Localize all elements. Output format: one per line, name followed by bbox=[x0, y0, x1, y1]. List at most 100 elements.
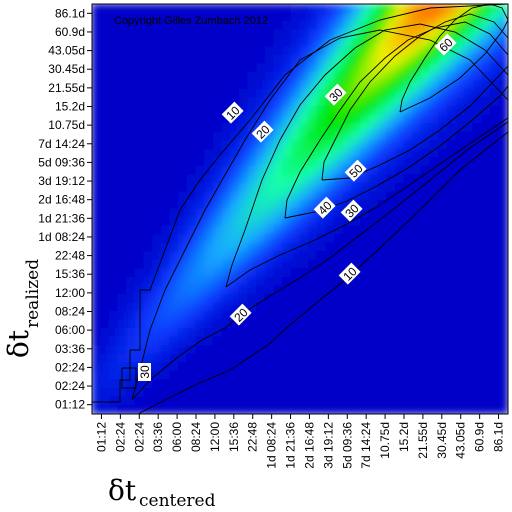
heatmap-cell bbox=[412, 114, 422, 125]
heatmap-cell bbox=[230, 302, 240, 312]
heatmap-cell bbox=[221, 319, 232, 330]
heatmap-cell bbox=[282, 353, 292, 364]
heatmap-cell bbox=[221, 285, 232, 295]
heatmap-cell bbox=[368, 37, 379, 48]
heatmap-cell bbox=[92, 251, 102, 261]
heatmap-cell bbox=[438, 328, 448, 338]
x-tick-label: 1d 21:36 bbox=[284, 422, 298, 469]
heatmap-cell bbox=[299, 114, 310, 125]
heatmap-cell bbox=[420, 311, 431, 321]
heatmap-cell bbox=[386, 336, 396, 347]
heatmap-cell bbox=[290, 71, 301, 82]
heatmap-cell bbox=[169, 370, 180, 381]
heatmap-cell bbox=[169, 396, 180, 406]
heatmap-cell bbox=[178, 46, 188, 56]
heatmap-cell bbox=[403, 319, 414, 330]
heatmap-cell bbox=[394, 46, 405, 56]
heatmap-cell bbox=[377, 20, 388, 31]
heatmap-cell bbox=[438, 106, 448, 116]
heatmap-cell bbox=[195, 370, 206, 381]
heatmap-cell bbox=[230, 285, 240, 295]
heatmap-cell bbox=[143, 12, 154, 22]
heatmap-cell bbox=[273, 157, 284, 167]
heatmap-cell bbox=[438, 251, 448, 261]
heatmap-cell bbox=[290, 20, 301, 31]
heatmap-cell bbox=[403, 311, 414, 321]
heatmap-cell bbox=[472, 328, 483, 338]
heatmap-cell bbox=[126, 396, 136, 406]
heatmap-cell bbox=[230, 396, 240, 406]
heatmap-cell bbox=[368, 123, 379, 133]
heatmap-cell bbox=[143, 4, 154, 14]
heatmap-cell bbox=[100, 259, 110, 270]
heatmap-cell bbox=[299, 259, 310, 270]
heatmap-cell bbox=[186, 396, 197, 406]
heatmap-cell bbox=[386, 259, 396, 270]
heatmap-cell bbox=[264, 29, 275, 39]
heatmap-cell bbox=[342, 54, 353, 65]
heatmap-cell bbox=[334, 242, 344, 253]
heatmap-cell bbox=[498, 370, 508, 381]
heatmap-cell bbox=[247, 20, 258, 31]
heatmap-cell bbox=[316, 345, 327, 355]
heatmap-cell bbox=[316, 242, 327, 253]
heatmap-cell bbox=[273, 217, 284, 227]
heatmap-cell bbox=[490, 165, 500, 176]
heatmap-cell bbox=[212, 165, 223, 176]
heatmap-cell bbox=[334, 20, 344, 31]
contour-line-10-upper bbox=[92, 4, 508, 403]
heatmap-cell bbox=[342, 387, 353, 398]
heatmap-cell bbox=[325, 362, 336, 372]
heatmap-cell bbox=[212, 311, 223, 321]
heatmap-cell bbox=[429, 353, 440, 364]
heatmap-cell bbox=[264, 319, 275, 330]
heatmap-cell bbox=[464, 276, 474, 287]
heatmap-cell bbox=[108, 199, 119, 210]
heatmap-cell bbox=[351, 114, 362, 125]
heatmap-cell bbox=[394, 174, 405, 184]
heatmap-cell bbox=[316, 387, 327, 398]
heatmap-cell bbox=[100, 174, 110, 184]
heatmap-cell bbox=[360, 268, 370, 278]
heatmap-cell bbox=[472, 29, 483, 39]
heatmap-cell bbox=[351, 336, 362, 347]
heatmap-cell bbox=[498, 319, 508, 330]
heatmap-cell bbox=[247, 165, 258, 176]
heatmap-cell bbox=[464, 396, 474, 406]
heatmap-cell bbox=[204, 370, 214, 381]
heatmap-cell bbox=[195, 276, 206, 287]
heatmap-cell bbox=[429, 259, 440, 270]
heatmap-cell bbox=[256, 97, 266, 107]
heatmap-cell bbox=[481, 353, 492, 364]
heatmap-cell bbox=[316, 46, 327, 56]
heatmap-cell bbox=[290, 140, 301, 150]
heatmap-cell bbox=[490, 37, 500, 48]
heatmap-cell bbox=[429, 293, 440, 304]
heatmap-cell bbox=[264, 208, 275, 219]
heatmap-cell bbox=[490, 362, 500, 372]
heatmap-cell bbox=[377, 225, 388, 236]
heatmap-cell bbox=[360, 370, 370, 381]
heatmap-cell bbox=[472, 174, 483, 184]
heatmap-cell bbox=[490, 63, 500, 73]
heatmap-cell bbox=[472, 370, 483, 381]
heatmap-cell bbox=[498, 328, 508, 338]
heatmap-cell bbox=[126, 63, 136, 73]
heatmap-cell bbox=[412, 268, 422, 278]
heatmap-cell bbox=[299, 336, 310, 347]
heatmap-cell bbox=[186, 165, 197, 176]
heatmap-cell bbox=[212, 208, 223, 219]
heatmap-cell bbox=[438, 336, 448, 347]
heatmap-cell bbox=[464, 285, 474, 295]
heatmap-cell bbox=[186, 157, 197, 167]
heatmap-cell bbox=[498, 54, 508, 65]
heatmap-cell bbox=[325, 20, 336, 31]
heatmap-cell bbox=[394, 97, 405, 107]
heatmap-cell bbox=[299, 404, 310, 414]
heatmap-cell bbox=[360, 217, 370, 227]
heatmap-cell bbox=[420, 336, 431, 347]
heatmap-cell bbox=[204, 293, 214, 304]
heatmap-cell bbox=[498, 4, 508, 14]
heatmap-cell bbox=[221, 157, 232, 167]
heatmap-cell bbox=[178, 106, 188, 116]
